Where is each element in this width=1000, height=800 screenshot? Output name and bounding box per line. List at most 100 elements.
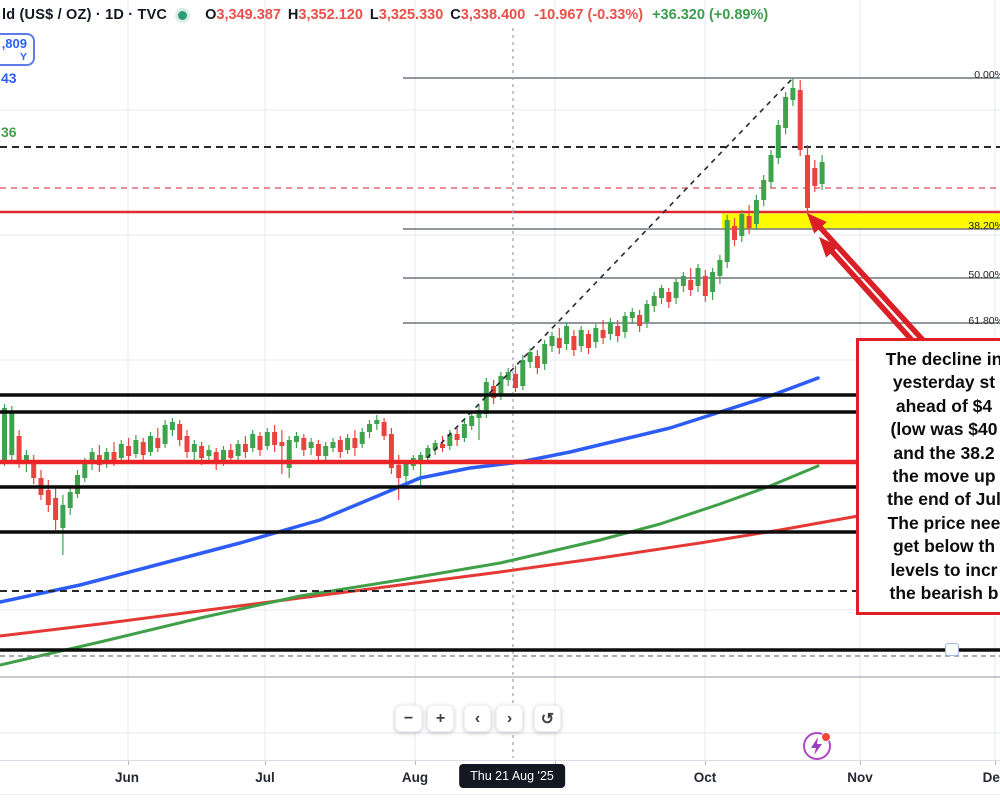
candle: [505, 372, 511, 380]
candle: [812, 168, 818, 186]
candle: [775, 125, 781, 158]
candle: [761, 180, 767, 200]
ohlc-value: 3,338.400: [460, 7, 526, 23]
candle: [710, 272, 716, 292]
candle: [513, 374, 518, 388]
axis-tick: [265, 761, 266, 765]
symbol-title[interactable]: ld (US$ / OZ) · 1D · TVC: [2, 7, 168, 23]
candle: [615, 326, 621, 336]
candle: [155, 438, 161, 448]
ohlc-values: O3,349.387 H3,352.120 L3,325.330 C3,338.400: [198, 7, 525, 23]
candle: [162, 425, 168, 444]
candle: [564, 326, 570, 344]
candle: [140, 442, 146, 455]
flash-events-icon[interactable]: [803, 732, 831, 760]
candle: [498, 376, 504, 396]
candle: [60, 505, 66, 528]
candle: [403, 464, 409, 476]
axis-month-label: Jul: [255, 770, 275, 785]
ma-green-line: [0, 464, 820, 667]
scroll-left-button[interactable]: ‹: [464, 705, 491, 732]
zoom-in-button[interactable]: +: [427, 705, 454, 732]
candle: [31, 462, 37, 478]
candle: [206, 450, 212, 456]
candle: [2, 408, 7, 462]
candle: [440, 444, 445, 448]
candle: [133, 440, 139, 454]
candle: [315, 444, 321, 456]
chart-canvas[interactable]: 0.00% 38.20% 50.00% 61.80%: [0, 0, 1000, 760]
scroll-right-button[interactable]: ›: [496, 705, 523, 732]
annotation-line: The decline in: [885, 349, 1000, 369]
zoom-out-button[interactable]: −: [395, 705, 422, 732]
candle: [556, 338, 562, 348]
candle: [221, 450, 226, 460]
fib-level-label: 61.80%: [968, 315, 1000, 327]
candle: [673, 282, 679, 298]
candle: [476, 410, 482, 418]
candle: [454, 434, 460, 440]
candle: [659, 288, 664, 298]
candle: [717, 260, 723, 276]
candle: [753, 200, 759, 224]
annotation-line: the bearish b: [889, 583, 999, 604]
axis-tick: [415, 761, 416, 765]
candle: [367, 424, 372, 432]
candle: [308, 442, 314, 448]
candle: [432, 443, 438, 450]
candle: [191, 444, 197, 452]
candle: [418, 455, 424, 460]
candle: [235, 444, 241, 456]
candle: [768, 155, 774, 182]
candle: [783, 97, 789, 128]
candle: [213, 452, 219, 462]
notification-dot: [821, 732, 831, 742]
candle: [469, 416, 475, 426]
candle: [578, 330, 584, 346]
trendline-dashed: [426, 78, 793, 459]
candle: [388, 434, 394, 468]
buy-order-button[interactable]: ,809 Y: [0, 33, 35, 66]
axis-tick: [995, 761, 996, 765]
candle: [337, 440, 343, 452]
reset-chart-button[interactable]: ↺: [534, 705, 561, 732]
time-axis[interactable]: Jun Jul Aug Oct Nov Dec Thu 21 Aug '25: [0, 760, 1000, 800]
candle: [279, 442, 285, 446]
candle: [724, 220, 730, 262]
candle: [345, 438, 351, 450]
fib-level-label: 0.00%: [974, 69, 1000, 81]
horizontal-line-drag-handle[interactable]: [945, 643, 959, 656]
candle: [67, 492, 73, 508]
fib-level-label: 38.20%: [968, 220, 1000, 232]
candle: [104, 452, 110, 462]
annotation-line: (low was $40: [890, 419, 998, 440]
annotation-line: get below th: [892, 536, 996, 557]
date-tooltip: Thu 21 Aug '25: [459, 764, 565, 788]
candle: [184, 436, 190, 452]
symbol-header: ld (US$ / OZ) · 1D · TVC O3,349.387 H3,35…: [2, 7, 768, 23]
candle: [739, 214, 745, 236]
red-arrow-head: [819, 237, 839, 258]
market-status-dot: [178, 10, 188, 20]
annotation-box[interactable]: The decline in yesterday st ahead of $4 (lo…: [856, 338, 1000, 615]
axis-month-label: Jun: [114, 770, 140, 785]
annotation-line: The price nee: [887, 512, 1000, 533]
change-value-alt: +36.320 (+0.89%): [652, 7, 769, 23]
candle: [666, 292, 672, 302]
candle: [688, 280, 694, 290]
ohlc-value: 3,352.120: [298, 7, 363, 23]
annotation-text: The decline in yesterday st ahead of $4 (lo…: [859, 341, 1000, 605]
candle: [148, 436, 153, 452]
candle: [45, 490, 51, 505]
candle: [177, 424, 183, 440]
candle: [75, 475, 80, 494]
candle: [374, 420, 380, 424]
axis-month-label: Nov: [847, 770, 873, 785]
candle: [819, 162, 825, 184]
annotation-line: the end of Jul: [887, 489, 1000, 510]
candle: [323, 446, 329, 456]
candle: [680, 276, 686, 286]
candle: [622, 316, 628, 332]
candle: [82, 462, 88, 478]
